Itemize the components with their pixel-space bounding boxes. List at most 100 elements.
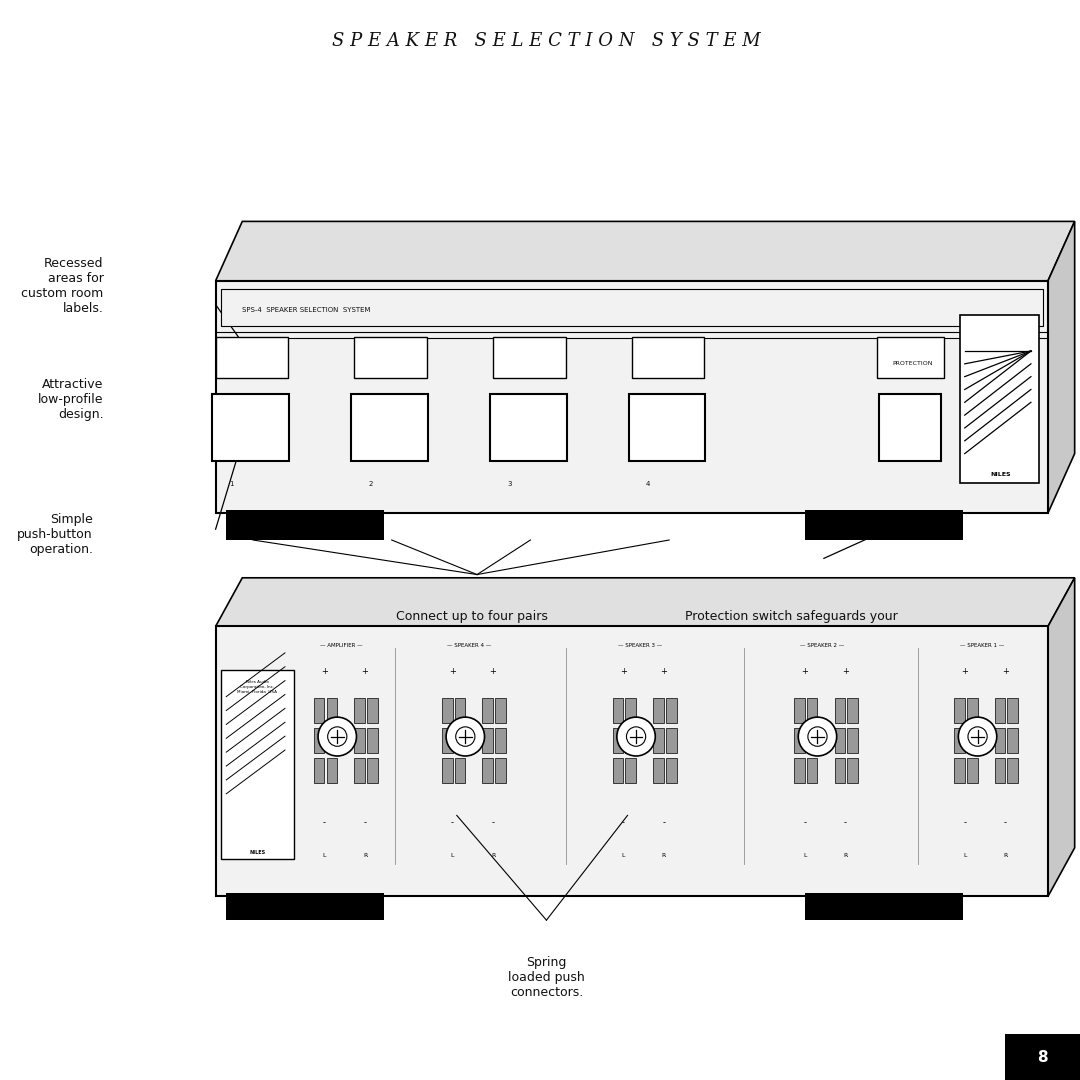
Text: Protection switch safeguards your
receiver or amplifier even with all
4 pairs of: Protection switch safeguards your receiv… [686, 610, 899, 653]
Bar [807, 698, 818, 723]
Bar [967, 698, 977, 723]
Circle shape [617, 717, 656, 756]
Text: +: + [449, 667, 456, 676]
Text: +: + [841, 667, 849, 676]
Bar [807, 758, 818, 783]
Bar [967, 728, 977, 753]
Text: -: - [491, 819, 495, 827]
Bar [442, 758, 453, 783]
Text: 4: 4 [646, 481, 650, 487]
Bar [954, 728, 964, 753]
Bar [835, 698, 846, 723]
Polygon shape [1048, 221, 1075, 513]
Text: Attractive
low-profile
design.: Attractive low-profile design. [38, 378, 104, 421]
Text: -: - [323, 819, 326, 827]
Bar [954, 698, 964, 723]
Bar [794, 698, 805, 723]
Text: -: - [662, 819, 665, 827]
Text: +: + [321, 667, 328, 676]
Bar [625, 758, 636, 783]
Text: 3: 3 [507, 481, 512, 487]
Bar [483, 758, 494, 783]
Bar [216, 281, 1048, 513]
Circle shape [626, 727, 646, 746]
Text: R: R [662, 853, 666, 858]
Text: +: + [362, 667, 368, 676]
Bar [367, 698, 378, 723]
Bar [1008, 698, 1018, 723]
Bar [794, 758, 805, 783]
Text: L: L [450, 853, 455, 858]
Text: R: R [1003, 853, 1008, 858]
Bar [490, 394, 567, 461]
Bar [483, 698, 494, 723]
Bar [805, 893, 962, 920]
Text: Spring
loaded push
connectors.: Spring loaded push connectors. [508, 956, 584, 999]
Bar [326, 698, 337, 723]
Circle shape [327, 727, 347, 746]
Text: -: - [804, 819, 806, 827]
Text: +: + [1002, 667, 1009, 676]
Bar [835, 758, 846, 783]
Bar [954, 758, 964, 783]
Circle shape [456, 727, 475, 746]
Circle shape [318, 717, 356, 756]
Bar [455, 728, 465, 753]
Text: 1: 1 [229, 481, 234, 487]
Bar [848, 698, 858, 723]
Bar [216, 337, 288, 378]
Bar [483, 728, 494, 753]
Bar [848, 728, 858, 753]
Bar [354, 758, 365, 783]
Bar [1008, 728, 1018, 753]
Bar [612, 758, 623, 783]
Text: PROTECTION: PROTECTION [892, 362, 933, 366]
Bar [216, 626, 1048, 896]
Text: — SPEAKER 3 —: — SPEAKER 3 — [618, 644, 662, 648]
Bar [877, 337, 945, 378]
Bar [213, 394, 289, 461]
Text: NILES: NILES [990, 472, 1011, 477]
Bar [612, 728, 623, 753]
Bar [455, 698, 465, 723]
Text: -: - [451, 819, 454, 827]
Bar [995, 698, 1005, 723]
Bar [629, 394, 705, 461]
Text: Recessed
areas for
custom room
labels.: Recessed areas for custom room labels. [22, 257, 104, 315]
Bar [967, 758, 977, 783]
Text: — SPEAKER 1 —: — SPEAKER 1 — [960, 644, 1004, 648]
Bar [496, 698, 505, 723]
Bar [326, 728, 337, 753]
Bar [455, 758, 465, 783]
Bar [496, 728, 505, 753]
Text: -: - [1003, 819, 1007, 827]
Text: -: - [843, 819, 847, 827]
Circle shape [446, 717, 485, 756]
Bar [367, 728, 378, 753]
Bar [666, 728, 676, 753]
Bar [632, 337, 704, 378]
Bar [805, 510, 962, 540]
Bar [835, 728, 846, 753]
Bar [326, 758, 337, 783]
Bar [666, 758, 676, 783]
Circle shape [798, 717, 837, 756]
Polygon shape [216, 578, 1075, 626]
Bar [848, 758, 858, 783]
Bar [314, 728, 324, 753]
Text: SPS-4  SPEAKER SELECTION  SYSTEM: SPS-4 SPEAKER SELECTION SYSTEM [242, 307, 370, 313]
Text: — SPEAKER 2 —: — SPEAKER 2 — [799, 644, 843, 648]
Bar [625, 698, 636, 723]
Text: Simple
push-button
operation.: Simple push-button operation. [17, 513, 93, 556]
Text: R: R [491, 853, 496, 858]
Text: +: + [801, 667, 808, 676]
Bar [354, 698, 365, 723]
Text: -: - [364, 819, 366, 827]
Bar [494, 337, 566, 378]
Bar [653, 728, 664, 753]
Circle shape [968, 727, 987, 746]
Bar [995, 758, 1005, 783]
Bar [354, 337, 427, 378]
Bar [653, 698, 664, 723]
Text: -: - [622, 819, 624, 827]
